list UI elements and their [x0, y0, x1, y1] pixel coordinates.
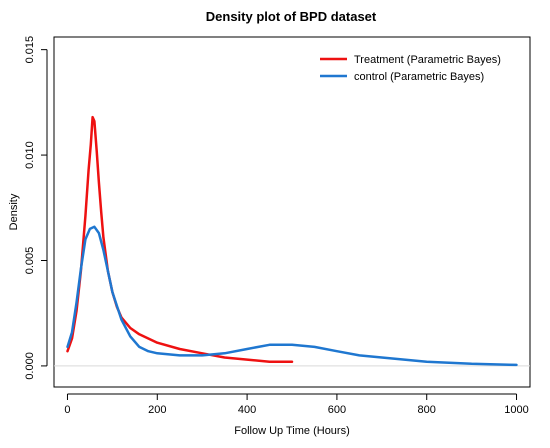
- x-tick-label: 0: [64, 404, 70, 416]
- series-line-control: [66, 225, 518, 367]
- x-tick-label: 800: [418, 404, 436, 416]
- y-tick-label: 0.005: [24, 247, 36, 275]
- x-axis: 0 200 400 600 800 1000: [64, 393, 529, 416]
- y-axis: 0.000 0.005 0.010 0.015: [24, 36, 48, 380]
- x-tick-label: 200: [148, 404, 166, 416]
- x-axis-label: Follow Up Time (Hours): [234, 425, 350, 437]
- series-lines: [66, 115, 518, 367]
- x-tick-label: 1000: [504, 404, 528, 416]
- y-axis-label: Density: [8, 193, 20, 230]
- x-tick-label: 600: [328, 404, 346, 416]
- y-tick-label: 0.000: [24, 352, 36, 380]
- x-tick-label: 400: [238, 404, 256, 416]
- chart-title: Density plot of BPD dataset: [206, 9, 377, 24]
- legend-label: Treatment (Parametric Bayes): [354, 54, 501, 66]
- y-tick-label: 0.010: [24, 141, 36, 169]
- y-tick-label: 0.015: [24, 36, 36, 64]
- legend: Treatment (Parametric Bayes) control (Par…: [320, 54, 501, 83]
- legend-label: control (Parametric Bayes): [354, 71, 484, 83]
- plot-area: [53, 36, 531, 388]
